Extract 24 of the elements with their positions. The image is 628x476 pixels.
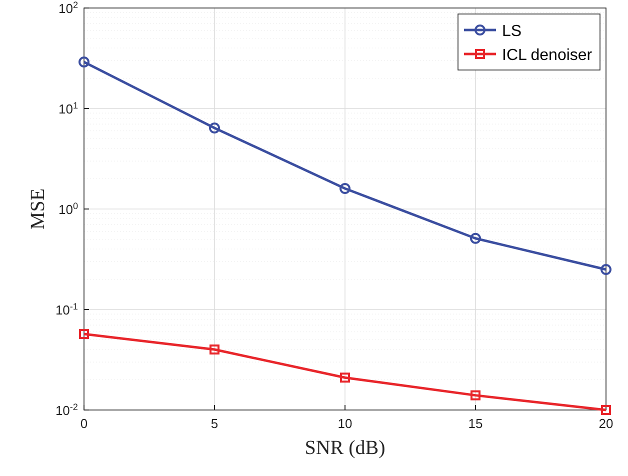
point (78, 56, 90, 68)
y-tick-label: 10$^{2}$ (58, 0, 78, 16)
y-tick-label: 10$^{1}$ (58, 100, 78, 116)
point (600, 264, 612, 276)
y-axis-title: MSE (27, 188, 49, 230)
y-tick-label: 10$^{0}$ (58, 201, 78, 217)
point (340, 182, 350, 194)
y-tick-label: 10$^{-2}$ (55, 402, 78, 418)
legend-label: LS (502, 23, 522, 40)
point (470, 390, 480, 400)
x-axis-title: SNR (dB) (304, 437, 386, 459)
point (340, 372, 350, 383)
point (210, 344, 220, 354)
x-tick-label: 10 (338, 416, 352, 431)
x-tick-label: 15 (468, 416, 483, 431)
legend-label: ICL denoiser (502, 47, 593, 64)
point (209, 122, 220, 134)
point (79, 329, 89, 340)
x-tick-label: 5 (210, 416, 218, 431)
point (601, 405, 611, 415)
x-tick-label: 0 (80, 416, 88, 431)
y-tick-label: 10$^{-1}$ (55, 302, 78, 318)
point (470, 232, 481, 244)
x-tick-label: 20 (598, 416, 614, 431)
